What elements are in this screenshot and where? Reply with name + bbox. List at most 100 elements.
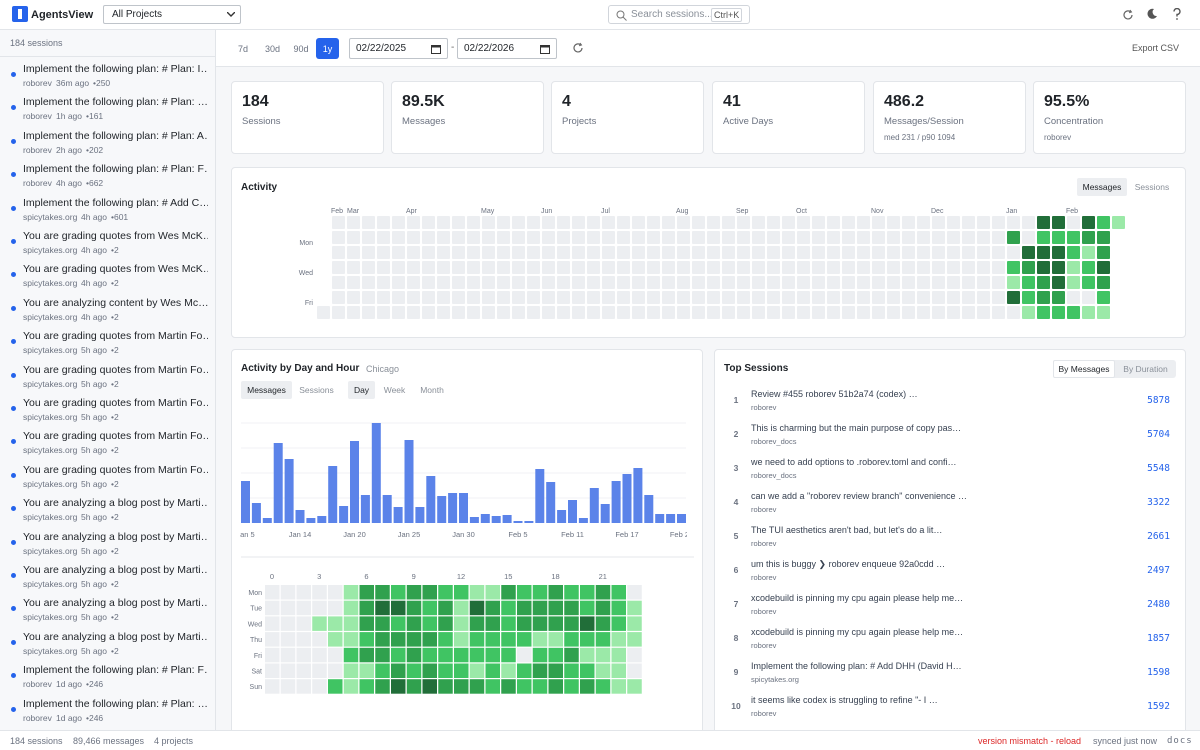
export-csv[interactable]: Export CSV — [1132, 43, 1180, 53]
unread-dot — [11, 72, 16, 77]
toggle-button[interactable]: Messages — [1077, 178, 1127, 196]
session-time: 5h ago — [81, 545, 107, 556]
session-item[interactable]: Implement the following plan: # Plan: … r… — [0, 695, 215, 728]
session-item[interactable]: Implement the following plan: # Add C… sp… — [0, 194, 215, 227]
session-item[interactable]: You are grading quotes from Martin Fo… sp… — [0, 361, 215, 394]
refresh-icon[interactable] — [1122, 9, 1134, 21]
session-item[interactable]: Implement the following plan: # Plan: F…… — [0, 160, 215, 193]
stat-value: 41 — [723, 93, 741, 110]
range-button[interactable]: 90d — [293, 43, 309, 54]
stat-value: 95.5% — [1044, 93, 1090, 110]
project-select[interactable]: All Projects — [103, 5, 241, 24]
session-item[interactable]: You are grading quotes from Martin Fo… sp… — [0, 427, 215, 460]
top-session-project: roborev — [751, 641, 777, 650]
session-project: roborev — [23, 679, 52, 690]
toggle-button[interactable]: By Duration — [1123, 364, 1168, 374]
top-session-row[interactable]: 5 The TUI aesthetics aren't bad, but let'… — [725, 525, 1175, 555]
toggle-button[interactable]: Day — [348, 381, 375, 399]
version-warning[interactable]: version mismatch - reload — [978, 736, 1082, 746]
stat-value: 4 — [562, 93, 571, 110]
top-session-row[interactable]: 3 we need to add options to .roborev.toml… — [725, 457, 1175, 487]
range-button[interactable]: 1y — [316, 38, 339, 59]
search-icon — [616, 10, 627, 21]
session-project: spicytakes.org — [23, 412, 78, 422]
top-session-row[interactable]: 1 Review #455 roborev 51b2a74 (codex) … ro… — [725, 389, 1175, 419]
session-item[interactable]: You are analyzing content by Wes Mc… spic… — [0, 294, 215, 327]
top-session-count: 1598 — [1147, 667, 1170, 678]
toggle-button[interactable]: Week — [383, 385, 406, 395]
session-item[interactable]: Implement the following plan: # Plan: … r… — [0, 93, 215, 126]
toggle-button[interactable]: Sessions — [299, 385, 334, 395]
session-item[interactable]: You are analyzing a blog post by Marti… s… — [0, 628, 215, 661]
session-project: roborev — [23, 178, 52, 189]
theme-icon[interactable] — [1146, 8, 1158, 20]
session-item[interactable]: You are grading quotes from Wes McK… spic… — [0, 227, 215, 260]
range-button[interactable]: 7d — [237, 43, 248, 54]
top-session-count: 2497 — [1147, 565, 1170, 576]
session-project: spicytakes.org — [23, 245, 78, 255]
top-session-row[interactable]: 2 This is charming but the main purpose o… — [725, 423, 1175, 453]
session-item[interactable]: You are grading quotes from Martin Fo… sp… — [0, 461, 215, 494]
stat-card: 95.5% Concentration roborev — [1033, 81, 1186, 154]
unread-dot — [11, 406, 16, 411]
session-project: roborev — [23, 78, 52, 88]
toggle-button[interactable]: By Messages — [1053, 360, 1115, 378]
help-icon[interactable] — [1172, 8, 1182, 21]
session-project: roborev — [23, 111, 52, 122]
top-session-row[interactable]: 10 it seems like codex is struggling to r… — [725, 695, 1175, 725]
date-to[interactable]: 02/22/2026 — [457, 38, 557, 59]
session-item[interactable]: You are analyzing a blog post by Marti… s… — [0, 561, 215, 594]
session-project: spicytakes.org — [23, 311, 78, 322]
toggle-button[interactable]: Messages — [241, 381, 292, 399]
session-item[interactable]: You are analyzing a blog post by Marti… s… — [0, 528, 215, 561]
session-title: Implement the following plan: # Plan: F… — [23, 163, 208, 176]
date-from[interactable]: 02/22/2025 — [349, 38, 448, 59]
session-item[interactable]: Implement the following plan: # Plan: F…… — [0, 661, 215, 694]
top-session-row[interactable]: 9 Implement the following plan: # Add DHH… — [725, 661, 1175, 691]
session-title: You are grading quotes from Wes McK… — [23, 263, 208, 276]
top-session-row[interactable]: 4 can we add a "roborev review branch" co… — [725, 491, 1175, 521]
session-messages: •601 — [111, 211, 129, 222]
session-title: You are analyzing a blog post by Marti… — [23, 597, 208, 610]
toggle-button[interactable]: Sessions — [1134, 182, 1170, 192]
session-item[interactable]: You are analyzing a blog post by Marti… s… — [0, 494, 215, 527]
top-session-project: roborev — [751, 573, 777, 582]
day-hour-title: Activity by Day and Hour — [241, 363, 360, 374]
session-project: spicytakes.org — [23, 378, 78, 389]
session-item[interactable]: You are grading quotes from Martin Fo… sp… — [0, 394, 215, 427]
session-messages: •2 — [111, 245, 119, 255]
top-session-count: 1857 — [1147, 633, 1170, 644]
session-item[interactable]: Implement the following plan: # Plan: I…… — [0, 60, 215, 93]
session-messages: •161 — [86, 111, 104, 122]
stat-label: Sessions — [242, 116, 281, 127]
sync-status: synced just now — [1093, 736, 1158, 746]
toggle-button[interactable]: Month — [420, 385, 444, 395]
session-item[interactable]: Implement the following plan: # Plan: A…… — [0, 127, 215, 160]
search-box[interactable]: Search sessions... Ctrl+K — [608, 5, 750, 24]
top-session-row[interactable]: 7 xcodebuild is pinning my cpu again plea… — [725, 593, 1175, 623]
docs-link[interactable]: docs — [1167, 736, 1193, 746]
session-messages: •246 — [86, 679, 104, 690]
session-time: 5h ago — [81, 579, 107, 589]
session-messages: •662 — [86, 178, 104, 189]
session-item[interactable]: You are analyzing a blog post by Marti… s… — [0, 594, 215, 627]
session-item[interactable]: You are grading quotes from Wes McK… spic… — [0, 260, 215, 293]
session-messages: •2 — [111, 445, 119, 456]
top-session-row[interactable]: 6 um this is buggy ❯ roborev enqueue 92a0… — [725, 559, 1175, 589]
refresh-button[interactable] — [572, 42, 584, 54]
top-session-row[interactable]: 8 xcodebuild is pinning my cpu again plea… — [725, 627, 1175, 657]
session-messages: •2 — [111, 579, 119, 589]
unread-dot — [11, 372, 16, 378]
calendar-icon — [540, 45, 550, 54]
range-button[interactable]: 30d — [264, 43, 281, 54]
top-session-title: The TUI aesthetics aren't bad, but let's… — [751, 525, 943, 535]
top-session-title: xcodebuild is pinning my cpu again pleas… — [751, 627, 964, 637]
session-time: 1d ago — [56, 712, 82, 723]
unread-dot — [11, 272, 16, 278]
stat-card: 486.2 Messages/Session med 231 / p90 1094 — [873, 81, 1026, 154]
rank: 2 — [733, 429, 739, 439]
session-title: Implement the following plan: # Plan: … — [23, 96, 208, 109]
session-messages: •2 — [111, 345, 119, 356]
footer-projects: 4 projects — [154, 736, 194, 746]
session-item[interactable]: You are grading quotes from Martin Fo… sp… — [0, 327, 215, 360]
